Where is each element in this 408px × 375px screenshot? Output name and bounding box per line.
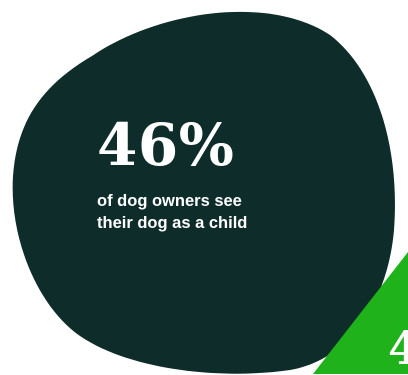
stat-percentage: 46% <box>97 111 235 179</box>
dark-green-blob <box>12 11 395 374</box>
green-accent-triangle <box>313 252 408 374</box>
secondary-stat-partial: 4 <box>388 321 408 375</box>
primary-stat: 46% of dog owners see their dog as a chi… <box>97 112 327 234</box>
stat-caption: of dog owners see their dog as a child <box>97 190 327 234</box>
stat-caption-line-1: of dog owners see <box>97 192 242 210</box>
stat-caption-line-2: their dog as a child <box>97 214 248 232</box>
